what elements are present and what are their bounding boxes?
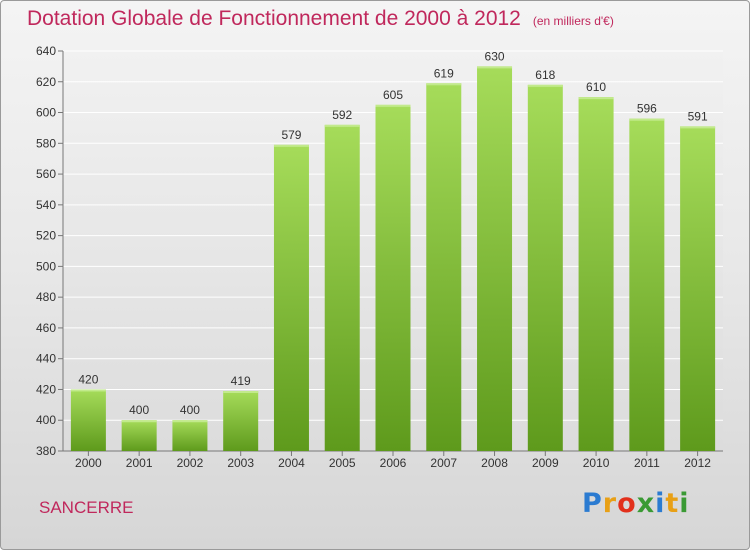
bar-top-highlight (121, 420, 157, 423)
data-label-2005: 592 (332, 108, 352, 122)
logo-letter: o (617, 488, 637, 519)
y-tick-label: 460 (36, 321, 56, 335)
y-tick-label: 560 (36, 167, 56, 181)
bar-2011 (629, 118, 665, 451)
y-tick-label: 620 (36, 75, 56, 89)
bar-top-highlight (629, 118, 665, 121)
bar-2008 (477, 66, 513, 451)
bar-2001 (121, 420, 157, 451)
x-tick-label-2004: 2004 (278, 456, 305, 470)
data-label-2000: 420 (78, 372, 98, 386)
bar-top-highlight (70, 389, 106, 392)
bar-2009 (527, 84, 563, 451)
proxiti-logo: Proxiti (582, 488, 690, 519)
data-label-2011: 596 (637, 102, 657, 116)
bar-top-highlight (375, 104, 411, 107)
chart-subtitle: (en milliers d'€) (532, 14, 614, 28)
bar-top-highlight (324, 124, 360, 127)
bar-2000 (70, 389, 106, 451)
data-label-2008: 630 (485, 49, 505, 63)
data-label-2010: 610 (586, 80, 606, 94)
bar-2003 (223, 391, 259, 451)
data-label-2012: 591 (688, 109, 708, 123)
bar-top-highlight (578, 97, 614, 100)
x-tick-label-2007: 2007 (430, 456, 457, 470)
bar-top-highlight (223, 391, 259, 393)
x-tick-label-2000: 2000 (75, 456, 102, 470)
logo-letter: t (665, 488, 680, 519)
data-label-2004: 579 (281, 128, 301, 142)
y-tick-label: 640 (36, 44, 56, 58)
y-tick-label: 600 (36, 106, 56, 120)
bar-2010 (578, 97, 614, 452)
y-tick-label: 400 (36, 413, 56, 427)
bar-2007 (426, 83, 462, 452)
bar-top-highlight (426, 83, 462, 86)
chart-title: Dotation Globale de Fonctionnement de 20… (27, 7, 614, 31)
bar-2004 (273, 144, 309, 451)
logo-letter: P (582, 488, 603, 519)
x-tick-label-2008: 2008 (481, 456, 508, 470)
x-tick-label-2012: 2012 (684, 456, 711, 470)
y-tick-label: 420 (36, 382, 56, 396)
x-tick-label-2006: 2006 (380, 456, 407, 470)
location-label: SANCERRE (39, 498, 134, 517)
x-tick-label-2010: 2010 (583, 456, 610, 470)
logo-letter: r (602, 488, 618, 519)
y-tick-label: 500 (36, 259, 56, 273)
logo-letter: i (655, 488, 666, 519)
logo-letter: i (679, 488, 690, 519)
data-label-2007: 619 (434, 66, 454, 80)
bar-2006 (375, 104, 411, 451)
y-tick-label: 520 (36, 229, 56, 243)
x-tick-label-2003: 2003 (227, 456, 254, 470)
bar-top-highlight (680, 126, 716, 129)
bar-top-highlight (477, 66, 513, 69)
bar-top-highlight (172, 420, 208, 423)
x-tick-label-2001: 2001 (126, 456, 153, 470)
bar-2005 (324, 124, 360, 451)
bar-2002 (172, 420, 208, 451)
y-tick-label: 440 (36, 352, 56, 366)
data-label-2003: 419 (231, 374, 251, 388)
chart-title-text: Dotation Globale de Fonctionnement de 20… (27, 7, 521, 30)
y-tick-label: 480 (36, 290, 56, 304)
data-label-2001: 400 (129, 403, 149, 417)
x-tick-label-2002: 2002 (177, 456, 204, 470)
logo-letter: x (636, 488, 656, 519)
data-label-2002: 400 (180, 403, 200, 417)
x-tick-label-2011: 2011 (634, 456, 660, 470)
data-label-2009: 618 (535, 68, 555, 82)
bar-2012 (680, 126, 716, 451)
bar-top-highlight (527, 84, 563, 87)
data-label-2006: 605 (383, 88, 403, 102)
y-tick-label: 580 (36, 136, 56, 150)
y-tick-label: 380 (36, 444, 56, 458)
x-tick-label-2005: 2005 (329, 456, 356, 470)
bar-top-highlight (273, 144, 309, 147)
x-tick-label-2009: 2009 (532, 456, 559, 470)
y-tick-label: 540 (36, 198, 56, 212)
